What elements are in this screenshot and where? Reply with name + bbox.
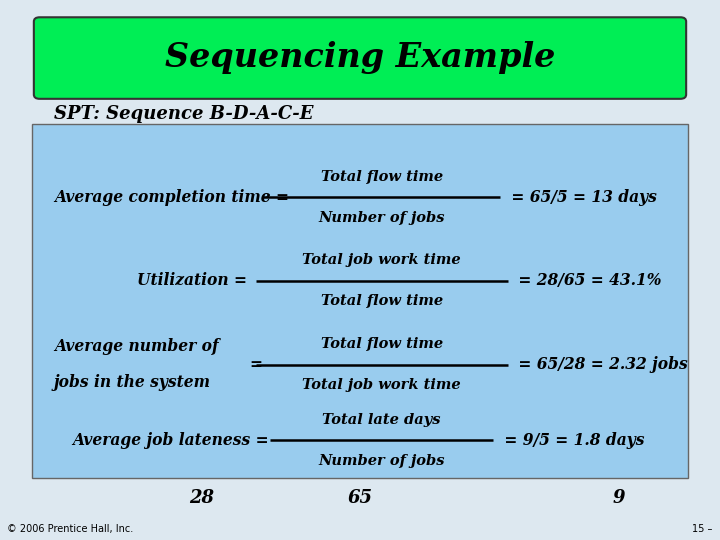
Text: Number of jobs: Number of jobs <box>318 454 445 468</box>
Text: jobs in the system: jobs in the system <box>54 374 211 391</box>
Text: Average completion time =: Average completion time = <box>54 188 294 206</box>
Text: = 28/65 = 43.1%: = 28/65 = 43.1% <box>513 272 662 289</box>
Text: Total late days: Total late days <box>323 413 441 427</box>
Text: Average job lateness =: Average job lateness = <box>72 431 274 449</box>
FancyBboxPatch shape <box>34 17 686 99</box>
Text: © 2006 Prentice Hall, Inc.: © 2006 Prentice Hall, Inc. <box>7 523 133 534</box>
Text: Average number of: Average number of <box>54 338 219 355</box>
Text: Total job work time: Total job work time <box>302 378 461 392</box>
Text: 15 –: 15 – <box>693 523 713 534</box>
Text: 65: 65 <box>348 489 372 508</box>
Text: Utilization =: Utilization = <box>137 272 252 289</box>
Text: Total flow time: Total flow time <box>320 170 443 184</box>
Text: = 65/28 = 2.32 jobs: = 65/28 = 2.32 jobs <box>513 356 688 373</box>
Text: 28: 28 <box>189 489 214 508</box>
Text: Total flow time: Total flow time <box>320 294 443 308</box>
Text: = 9/5 = 1.8 days: = 9/5 = 1.8 days <box>499 431 644 449</box>
Text: Number of jobs: Number of jobs <box>318 211 445 225</box>
Text: = 65/5 = 13 days: = 65/5 = 13 days <box>506 188 657 206</box>
Text: 9: 9 <box>613 489 626 508</box>
Text: Total flow time: Total flow time <box>320 337 443 351</box>
Text: Total job work time: Total job work time <box>302 253 461 267</box>
Text: =: = <box>249 356 262 373</box>
Text: SPT: Sequence B-D-A-C-E: SPT: Sequence B-D-A-C-E <box>54 105 313 124</box>
Text: Sequencing Example: Sequencing Example <box>165 41 555 75</box>
FancyBboxPatch shape <box>32 124 688 478</box>
